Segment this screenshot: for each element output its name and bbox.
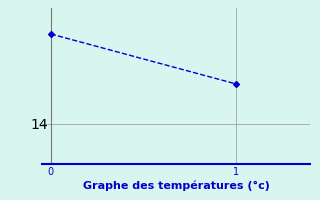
X-axis label: Graphe des températures (°c): Graphe des températures (°c) (83, 181, 269, 191)
